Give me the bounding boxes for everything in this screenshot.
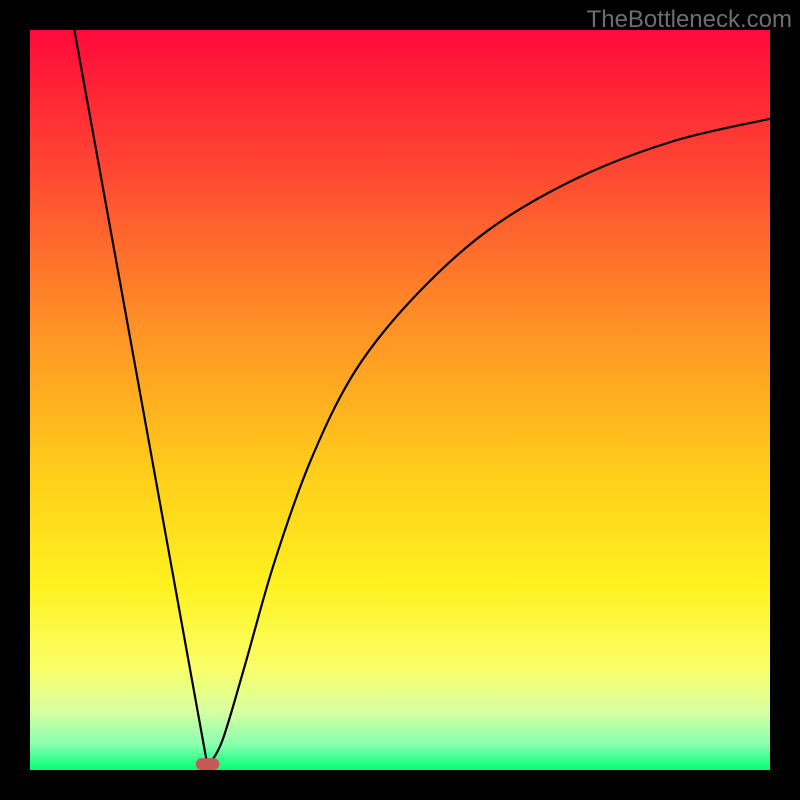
chart-frame: TheBottleneck.com bbox=[0, 0, 800, 800]
watermark-text: TheBottleneck.com bbox=[587, 6, 792, 34]
chart-svg bbox=[30, 30, 770, 770]
minimum-marker bbox=[196, 758, 220, 770]
